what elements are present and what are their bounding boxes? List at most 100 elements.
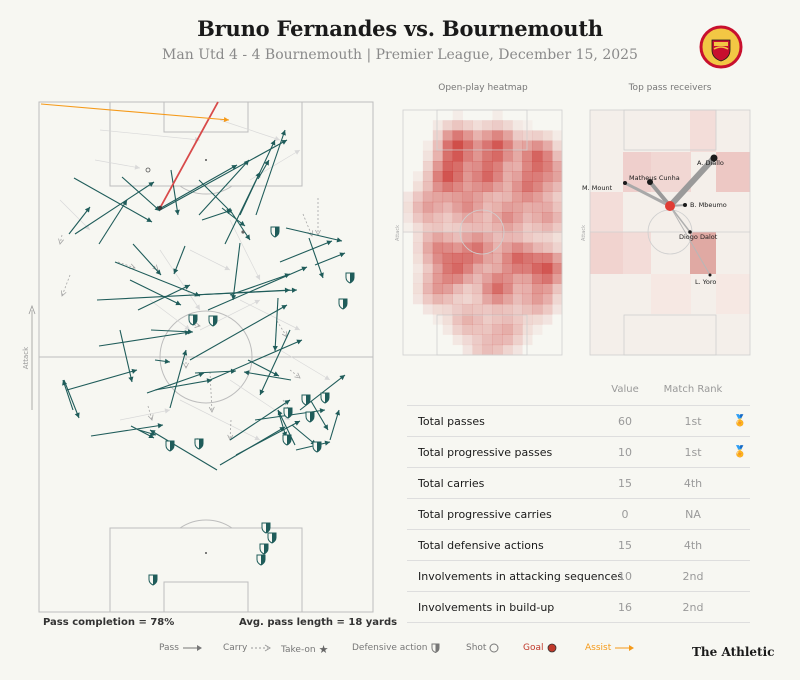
page-title: Bruno Fernandes vs. Bournemouth (197, 16, 603, 41)
heat-cell (432, 293, 444, 305)
heat-cell (512, 314, 523, 325)
heat-cell (462, 283, 473, 295)
stat-label: Involvements in attacking sequences (418, 570, 624, 583)
heat-cell (522, 293, 533, 305)
passes (62, 129, 346, 471)
top-penalty-arc (179, 185, 233, 195)
heat-cell (472, 252, 483, 264)
faint-pass (59, 199, 91, 231)
heat-cell (542, 303, 553, 315)
heat-cell (472, 232, 483, 244)
heat-cell (422, 273, 434, 284)
heat-cell (532, 293, 543, 305)
heat-cell (522, 201, 533, 213)
heat-cell (412, 242, 424, 254)
stat-value: 10 (618, 446, 632, 459)
defensive-action-shield (301, 394, 311, 406)
heat-cell (512, 150, 523, 162)
heat-cell (472, 242, 483, 254)
heat-cell (512, 232, 523, 244)
heat-cell (432, 263, 444, 274)
heat-cell (542, 232, 553, 244)
heat-cell (442, 161, 453, 172)
heat-cell (522, 222, 533, 233)
receiver-dot-dalot (688, 230, 692, 234)
heat-cell (452, 201, 463, 213)
stats-row: Involvements in attacking sequences 10 2nd (407, 560, 750, 591)
stats-row: Total progressive passes 10 1st 🏅 (407, 436, 750, 467)
heat-cell (522, 191, 533, 203)
heat-cell (462, 222, 473, 233)
carry-arrow-icon (251, 644, 272, 652)
heat-cell (532, 140, 543, 152)
heat-cell (442, 293, 453, 305)
receiver-dot-yoro (708, 273, 712, 277)
heat-cell (442, 140, 453, 152)
receiver-label: M. Mount (582, 184, 613, 192)
heat-cell (462, 120, 473, 131)
heat-cell (492, 130, 503, 141)
defensive-action-shield (194, 438, 204, 450)
heat-cell (542, 130, 553, 141)
heat-cell (552, 191, 563, 203)
pass-arrow (62, 379, 74, 411)
heat-cell (552, 140, 563, 152)
heat-cell (542, 191, 553, 203)
heat-cell (412, 191, 424, 203)
event-marker (241, 230, 245, 234)
legend: Pass Carry Take-on ★ Defensive action Sh… (0, 641, 800, 659)
pass-arrow (74, 181, 155, 235)
heat-cell (462, 181, 473, 192)
heat-cell (432, 283, 444, 295)
heat-cell (452, 232, 463, 244)
heat-cell (552, 150, 563, 162)
heat-cell (502, 191, 513, 203)
heat-cell (512, 130, 523, 141)
heat-cell (552, 263, 563, 274)
defensive-action-shield (270, 226, 280, 238)
heat-cell (482, 222, 493, 233)
heat-cell (472, 130, 483, 141)
heat-cell (512, 334, 523, 346)
heat-cell (442, 212, 453, 223)
legend-label: Carry (223, 643, 248, 653)
heat-cell (462, 171, 473, 182)
heat-cell (552, 242, 563, 254)
heat-cell (432, 252, 444, 264)
pass-arrow (329, 409, 341, 441)
receiver-dots (623, 154, 718, 277)
heat-cell (462, 314, 473, 325)
defensive-action-shield (283, 407, 293, 419)
heat-cell (512, 242, 523, 254)
heat-cell (452, 314, 463, 325)
legend-pass: Pass (159, 643, 204, 653)
heat-cell (442, 263, 453, 274)
heatmap-panel: Attack (395, 109, 563, 356)
pass-arrow (98, 199, 128, 245)
heat-cell (492, 222, 503, 233)
heat-cell (502, 150, 513, 162)
heat-cell (522, 273, 533, 284)
stats-row: Total passes 60 1st 🏅 (407, 405, 750, 436)
heat-cell (472, 344, 483, 356)
penalty-spot (205, 159, 207, 161)
heat-cell (462, 334, 473, 346)
heat-cell (522, 181, 533, 192)
heat-cell (482, 293, 493, 305)
heat-cell (422, 252, 434, 264)
pass-arrow (221, 207, 246, 227)
heat-cell (492, 110, 503, 121)
carry-arrow (208, 371, 215, 413)
heat-cell (472, 283, 483, 295)
stat-label: Total passes (418, 415, 485, 428)
heat-cell (502, 263, 513, 274)
legend-label: Pass (159, 643, 179, 653)
heat-cell (532, 324, 543, 335)
heat-cell (452, 263, 463, 274)
faint-pass (119, 408, 171, 421)
heatmap-attack-label: Attack (395, 225, 401, 241)
heat-cell (482, 344, 493, 356)
heat-cell (502, 212, 513, 223)
pass-arrow (98, 330, 191, 347)
pass-arrow (169, 349, 188, 409)
